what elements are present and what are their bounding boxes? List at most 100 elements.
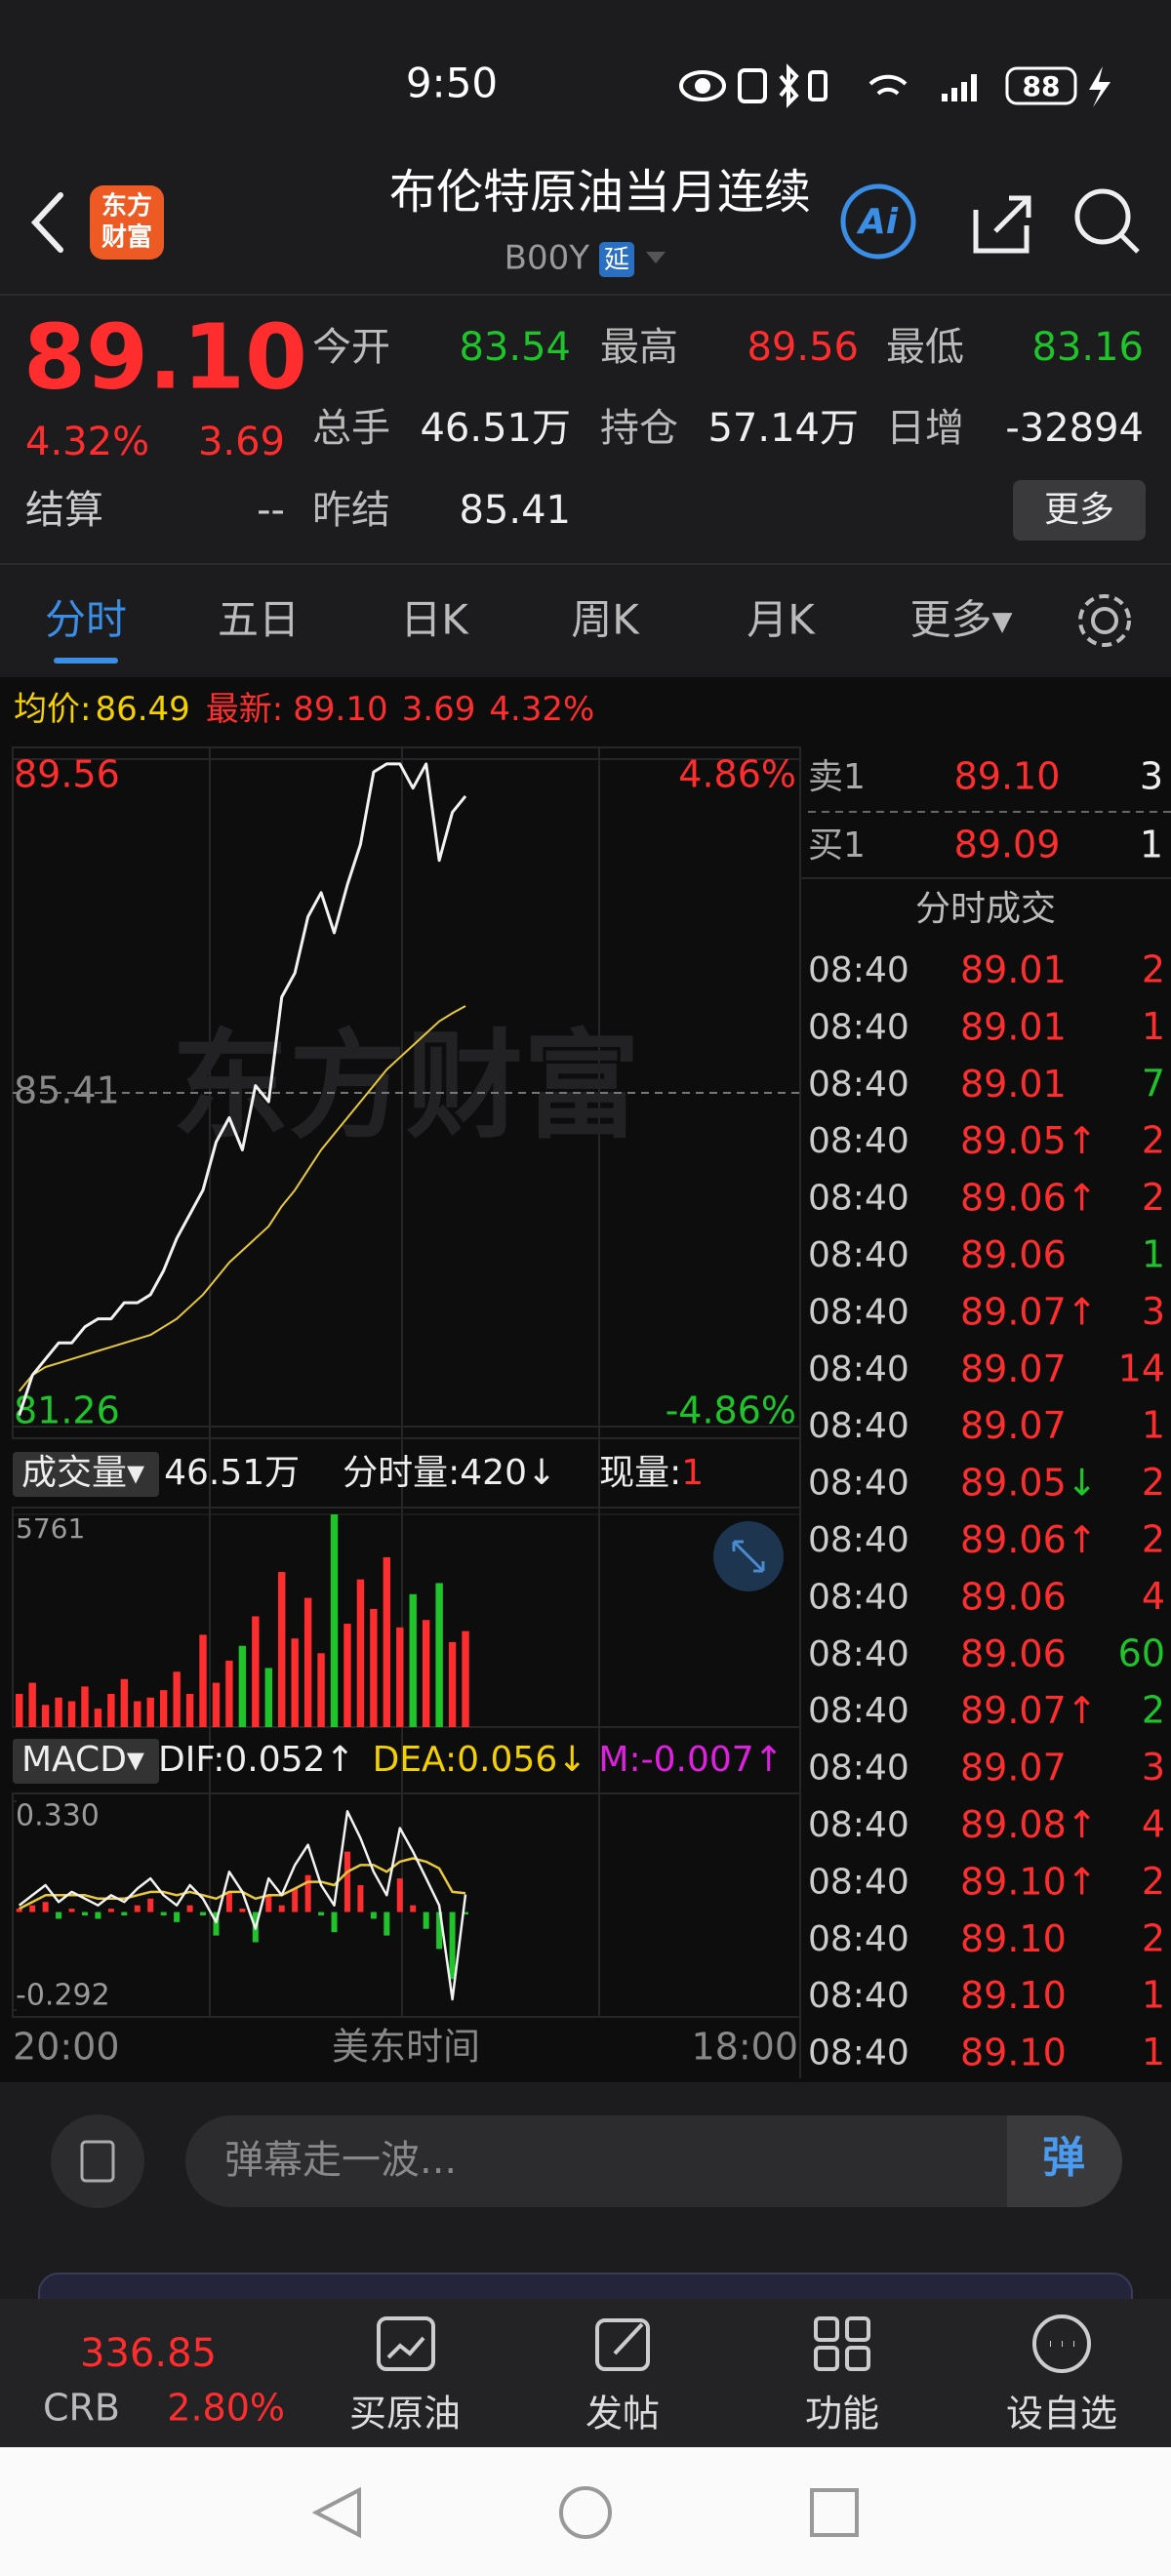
- danmaku-button[interactable]: [1007, 2115, 1122, 2207]
- last-price: 89.10: [23, 304, 307, 409]
- trades-title: 分时成交: [915, 889, 1056, 929]
- field-value: 83.16: [1031, 325, 1144, 370]
- status-icons: [679, 63, 1110, 108]
- volume-bar: [173, 1671, 181, 1727]
- field-label: 持仓: [600, 406, 678, 451]
- field-value: -32894: [1005, 406, 1144, 451]
- search-button[interactable]: [1074, 188, 1140, 254]
- macd-bar: [357, 1885, 364, 1912]
- trade-price: 89.01: [960, 1062, 1067, 1105]
- trade-arrow: ↑: [1067, 1803, 1098, 1846]
- trade-volume: 7: [1142, 1062, 1165, 1105]
- tab: 周K: [571, 596, 640, 644]
- title: 布伦特原油当月连续: [389, 165, 811, 220]
- trade-price-value: 89.07: [960, 1290, 1067, 1333]
- index-price: 336.85: [80, 2331, 217, 2376]
- macd-bar: [423, 1912, 429, 1929]
- macd-bar: [95, 1912, 101, 1919]
- macd-bar: [410, 1905, 417, 1912]
- index-name: CRB: [43, 2387, 120, 2430]
- index-change: 2.80%: [167, 2387, 285, 2430]
- macd-selector[interactable]: [13, 1739, 159, 1784]
- sys-back[interactable]: [311, 2486, 361, 2539]
- volume-header-part: 1: [681, 1453, 704, 1493]
- volume-bar: [107, 1693, 115, 1727]
- trade-price: 89.06: [960, 1631, 1067, 1674]
- share-button[interactable]: [973, 195, 1031, 254]
- trade-time: 08:40: [808, 1292, 909, 1332]
- volume-bar: [238, 1645, 247, 1727]
- trade-arrow: ↑: [1067, 1176, 1098, 1219]
- trade-volume: 2: [1142, 1689, 1165, 1732]
- volume-bar: [28, 1682, 36, 1727]
- volume-bar: [159, 1690, 168, 1727]
- y-tick-label: 81.26: [14, 1389, 120, 1432]
- info-bar-part: 均价:: [14, 690, 91, 729]
- trade-price-value: 89.01: [960, 948, 1067, 991]
- trade-price-value: 89.07: [960, 1404, 1067, 1447]
- trade-price: 89.10: [960, 2031, 1067, 2073]
- macd-bar: [121, 1912, 128, 1915]
- macd-bar: [370, 1912, 377, 1919]
- trade-price: 89.10: [960, 1974, 1067, 2017]
- avg-price-line: [18, 1005, 466, 1392]
- volume-bar: [55, 1697, 62, 1727]
- trade-price: 89.10↑: [960, 1860, 1098, 1903]
- settings-button[interactable]: [1078, 594, 1131, 647]
- ai-button[interactable]: Ai: [840, 183, 916, 260]
- trade-price: 89.07↑: [960, 1290, 1098, 1333]
- trade-price-value: 89.01: [960, 1062, 1067, 1105]
- code-dropdown[interactable]: [646, 252, 666, 263]
- trade-price-value: 89.06: [960, 1176, 1067, 1219]
- trade-volume: 14: [1118, 1347, 1165, 1389]
- x-label: 20:00: [13, 2026, 120, 2069]
- trade-price: 89.05↑: [960, 1119, 1098, 1162]
- macd-bar: [292, 1888, 299, 1912]
- macd-bar: [174, 1912, 181, 1922]
- comment-icon[interactable]: [51, 2114, 144, 2208]
- info-bar-part: 86.49: [95, 690, 189, 729]
- trade-time: 08:40: [808, 1919, 909, 1959]
- trade-price: 89.07↑: [960, 1689, 1098, 1732]
- trade-price-value: 89.08: [960, 1803, 1067, 1846]
- nav-item[interactable]: 设自选: [1006, 2393, 1117, 2435]
- comment-input[interactable]: [185, 2115, 1122, 2207]
- volume-selector[interactable]: [13, 1452, 159, 1497]
- nav-item[interactable]: 发帖: [586, 2393, 660, 2435]
- macd-bar: [265, 1895, 272, 1912]
- badge-bg: [599, 242, 634, 277]
- volume-bar: [212, 1682, 221, 1727]
- trade-price-value: 89.06: [960, 1575, 1067, 1618]
- volume-header-part: 现量:: [599, 1453, 681, 1493]
- sys-home[interactable]: [559, 2486, 612, 2539]
- y-tick-label: 5761: [16, 1512, 85, 1545]
- volume-bar: [120, 1678, 129, 1727]
- volume-bar: [356, 1579, 365, 1727]
- back-button[interactable]: [30, 192, 63, 253]
- macd-bar: [186, 1905, 193, 1912]
- more-button-label: 更多: [1044, 490, 1114, 530]
- volume-bar: [225, 1660, 233, 1727]
- trade-arrow: ↓: [1067, 1461, 1098, 1504]
- trade-time: 08:40: [808, 1121, 909, 1161]
- trade-volume: 1: [1142, 1005, 1165, 1048]
- nav-item[interactable]: 买原油: [349, 2393, 461, 2435]
- volume-bar: [370, 1608, 378, 1727]
- change: 3.69: [198, 420, 285, 464]
- trade-price: 89.07: [960, 1404, 1067, 1447]
- field-value: 46.51万: [420, 406, 571, 451]
- change-pct: 4.32%: [25, 420, 149, 464]
- trade-price-value: 89.07: [960, 1746, 1067, 1789]
- macd-header-part: M:-0.007↑: [598, 1740, 783, 1780]
- logo-text: 东方: [101, 191, 152, 221]
- volume-bar: [278, 1572, 286, 1727]
- volume-bar: [81, 1686, 89, 1727]
- nav-item[interactable]: 功能: [805, 2393, 879, 2435]
- sys-recent[interactable]: [810, 2488, 859, 2537]
- macd-bar: [200, 1912, 207, 1915]
- volume-bar: [383, 1556, 391, 1727]
- volume-bar: [291, 1638, 299, 1727]
- more-button[interactable]: [1013, 480, 1146, 541]
- ask-label: 卖1: [808, 757, 866, 797]
